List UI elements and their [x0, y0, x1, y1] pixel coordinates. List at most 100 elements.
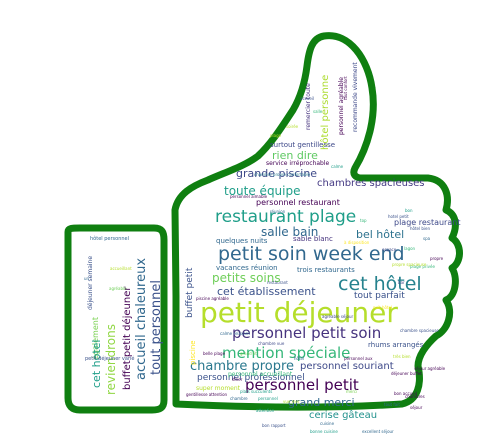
- cloud-word: bel hôtel: [356, 228, 404, 241]
- cloud-word: chambre spacieuse: [400, 328, 439, 333]
- cloud-word: buffet petit: [185, 267, 195, 318]
- cloud-word: rien dire: [272, 149, 318, 162]
- cloud-word: quelques nuits: [216, 237, 268, 245]
- cloud-word: hôtel: [294, 356, 304, 361]
- cloud-word: rhums arrangés: [368, 341, 424, 349]
- cloud-word: déjeuner semaine: [87, 256, 94, 310]
- cloud-word: plage privée: [410, 264, 435, 269]
- cloud-word: nuit hôtel: [373, 305, 392, 310]
- cloud-word: surtout gentillesse: [270, 141, 335, 149]
- cloud-word: petit soin week end: [218, 243, 405, 265]
- cloud-word: mention spéciale: [222, 344, 350, 362]
- cloud-word: propre: [430, 256, 444, 261]
- cloud-word: tout personnel: [149, 280, 164, 375]
- cloud-word: grand lit: [240, 351, 257, 356]
- cloud-word: reviendrons: [104, 324, 118, 395]
- cloud-word: également: [90, 317, 100, 360]
- cloud-word: piscine: [189, 340, 197, 365]
- cloud-word: bon accueil: [394, 391, 417, 396]
- cloud-word: top: [360, 218, 367, 223]
- cloud-word: hotel petit: [388, 214, 409, 219]
- word-cloud-words: petit déjeuner petit soin week end cet hôt…: [84, 62, 460, 434]
- cloud-word: buffet petit déjeuner: [121, 286, 133, 390]
- cloud-word: plats succulents: [240, 389, 272, 394]
- cloud-word: chambre propre: [190, 359, 294, 374]
- cloud-word: restaurant: [267, 280, 288, 285]
- cloud-word: super moment: [196, 385, 241, 392]
- cloud-word: salle: [313, 109, 323, 114]
- thumb-cuff-outline: [64, 224, 168, 414]
- cloud-word: chambres spacieuses: [317, 178, 425, 189]
- cloud-word: merci: [346, 389, 357, 394]
- cloud-word: personnel restaurant: [256, 198, 340, 207]
- cloud-word: chambre propre confortable: [254, 172, 311, 177]
- cloud-word: bon rapport: [262, 423, 286, 428]
- cloud-word: excellent séjour: [362, 429, 394, 434]
- cloud-word: hôtel personnel: [90, 235, 129, 242]
- cloud-word: chambre: [230, 396, 248, 401]
- cloud-word: petit déjeuner varié: [85, 355, 134, 362]
- cloud-word: déjeuner buffet: [391, 371, 422, 376]
- cloud-word: accueil chaleureux: [134, 258, 149, 380]
- cloud-word: accueillant: [110, 266, 132, 271]
- cloud-word: belle plage: [203, 351, 226, 356]
- cloud-word: soirée: [286, 124, 299, 129]
- cloud-word: plage: [270, 133, 282, 138]
- cloud-word: personnel petit: [245, 376, 359, 394]
- cloud-word: personnel souriant: [300, 361, 394, 372]
- cloud-word: très bien: [393, 354, 411, 359]
- cloud-word: toute équipe: [224, 184, 301, 198]
- cloud-word: vue mer: [283, 399, 300, 404]
- cloud-word: cerise gâteau: [309, 409, 377, 421]
- cloud-word: cet hotel: [90, 340, 103, 388]
- cloud-word: hôtel bien: [410, 226, 431, 231]
- cloud-word: spa: [423, 236, 431, 241]
- cloud-word: personnel: [258, 396, 278, 401]
- cloud-word: salle bain: [261, 225, 318, 239]
- cloud-word: personnel professionnel: [197, 373, 305, 383]
- cloud-word: personnel agréable: [338, 77, 345, 135]
- cloud-word: accueil: [300, 96, 314, 101]
- cloud-word: personnel petit soin: [232, 324, 381, 342]
- cloud-word: petits soins: [212, 271, 281, 285]
- cloud-word: remercier toute: [305, 83, 312, 130]
- thumb-hand-outline: [171, 32, 463, 411]
- cloud-word: cuisine: [320, 421, 335, 426]
- cloud-word: séjour agréable: [414, 366, 446, 371]
- cloud-word: calme: [331, 164, 344, 169]
- cloud-word: agréable: [109, 286, 127, 291]
- cloud-word: réunion: [270, 209, 286, 214]
- cloud-word: service irréprochable: [266, 160, 330, 167]
- cloud-word: bar: [398, 280, 405, 285]
- cloud-word: piscine agréable: [196, 296, 229, 301]
- cloud-word: personnel accueillant: [228, 371, 293, 378]
- cloud-word: hôtel personne: [319, 75, 331, 150]
- cloud-word: vacances réunion: [216, 264, 278, 272]
- cloud-word: calme relaxant: [220, 331, 250, 336]
- cloud-word: attention: [256, 408, 275, 413]
- cloud-word: propre spacieuse: [392, 262, 427, 267]
- cloud-word: personnel aux: [344, 356, 373, 361]
- cloud-word: cet établissement: [217, 285, 316, 298]
- cloud-word: à disposition: [344, 240, 370, 245]
- cloud-word: un: [84, 276, 90, 281]
- cloud-word: recommande vivement: [352, 62, 359, 132]
- cloud-word: trois restaurants: [297, 266, 355, 274]
- cloud-word: tout confort: [343, 76, 348, 100]
- cloud-word: bonne cuisine: [310, 429, 338, 434]
- cloud-word: personnel aimable: [230, 194, 268, 199]
- cloud-word: restaurant plage: [215, 207, 356, 227]
- cloud-word: tout parfait: [354, 291, 405, 301]
- cloud-word: chambres: [405, 394, 425, 399]
- cloud-word: sable blanc: [293, 235, 333, 243]
- cloud-word: grand merci: [288, 396, 355, 409]
- cloud-word: grande piscine: [236, 167, 317, 180]
- cloud-word: agréable séjour: [322, 314, 353, 319]
- cloud-word: dîner: [232, 377, 243, 382]
- cloud-word: chambre vue: [258, 341, 285, 346]
- cloud-word: cet hôtel: [338, 273, 422, 295]
- cloud-word: lagon: [404, 246, 416, 251]
- cloud-word: petit déjeuner: [200, 296, 398, 329]
- cloud-word: séjour: [410, 405, 423, 410]
